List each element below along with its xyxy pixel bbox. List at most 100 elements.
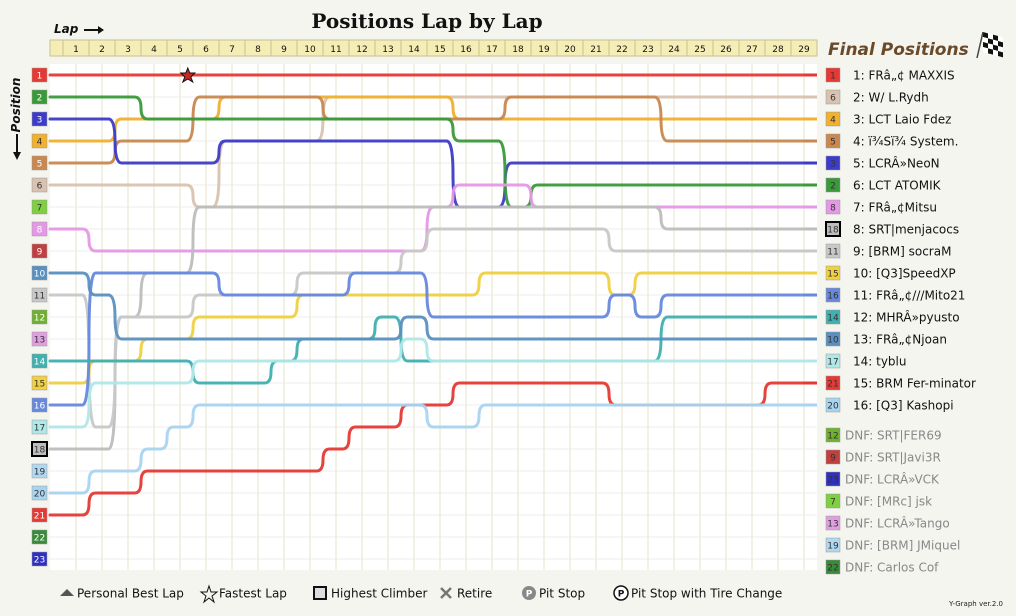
personal-best-icon — [60, 589, 74, 596]
final-position-label: 5: LCRÂ»NeoN — [853, 156, 940, 171]
start-position-label: 16 — [34, 402, 46, 412]
final-position-box — [825, 67, 841, 83]
start-position-label: 12 — [34, 314, 45, 324]
flag-square — [993, 34, 998, 42]
final-position-box — [825, 353, 841, 369]
final-position-number: 14 — [827, 314, 839, 324]
flag-square — [983, 32, 988, 39]
final-positions-title: Final Positions — [828, 40, 969, 60]
lap-tick-label: 2 — [99, 45, 105, 55]
flag-pole — [976, 31, 984, 59]
lap-tick-label: 12 — [356, 45, 367, 55]
legend-entry: Highest Climber — [331, 587, 427, 601]
lap-tick-label: 16 — [460, 45, 472, 55]
lap-tick-label: 25 — [694, 45, 705, 55]
final-position-number: 20 — [827, 402, 839, 412]
chart-title: Positions Lap by Lap — [311, 9, 542, 33]
legend-entry: Personal Best Lap — [77, 587, 184, 601]
dnf-number: 22 — [827, 564, 838, 574]
final-position-number: 6 — [830, 94, 836, 104]
flag-square — [998, 51, 1003, 58]
lap-header — [49, 39, 818, 57]
lap-tick-label: 13 — [382, 45, 393, 55]
start-position-label: 13 — [34, 336, 45, 346]
lap-tick-label: 14 — [408, 45, 420, 55]
dnf-number: 13 — [827, 520, 838, 530]
pit-stop-icon-letter: P — [526, 590, 533, 600]
start-position-label: 5 — [37, 160, 43, 170]
final-position-box — [825, 221, 841, 237]
lap-tick-label: 4 — [151, 45, 157, 55]
final-position-label: 6: LCT ATOMIK — [853, 179, 942, 193]
flag-square — [988, 48, 993, 55]
final-position-box — [825, 309, 841, 325]
start-position-box — [31, 265, 48, 281]
start-position-box — [31, 221, 48, 237]
start-position-label: 2 — [37, 94, 43, 104]
start-position-label: 3 — [37, 116, 43, 126]
start-position-label: 1 — [37, 72, 43, 82]
final-position-box — [825, 243, 841, 259]
lap-tick-label: 7 — [229, 45, 235, 55]
final-position-number: 4 — [830, 116, 836, 126]
lap-tick-label: 21 — [590, 45, 601, 55]
lap-tick-label: 20 — [564, 45, 576, 55]
dnf-box — [825, 449, 841, 465]
lap-tick-label: 10 — [304, 45, 316, 55]
series-line — [48, 227, 806, 429]
dnf-box — [825, 515, 841, 531]
start-position-box — [31, 507, 48, 523]
final-position-box — [825, 89, 841, 105]
lap-arrowhead-icon — [98, 26, 104, 34]
start-position-box — [31, 89, 48, 105]
final-position-number: 3 — [830, 160, 836, 170]
start-position-label: 19 — [34, 468, 46, 478]
start-position-label: 22 — [34, 534, 45, 544]
flag-square — [998, 36, 1003, 43]
checkered-flag-icon — [976, 31, 1003, 59]
start-position-label: 10 — [34, 270, 46, 280]
start-position-label: 11 — [34, 292, 45, 302]
dnf-number: 7 — [830, 498, 836, 508]
start-position-box — [31, 331, 48, 347]
final-position-box — [825, 375, 841, 391]
start-position-box — [31, 419, 48, 435]
legend-entry: Fastest Lap — [219, 587, 287, 601]
flag-square — [988, 43, 993, 50]
final-position-box — [825, 155, 841, 171]
final-position-box — [825, 265, 841, 281]
final-position-label: 7: FRâ„¢Mitsu — [853, 201, 937, 215]
start-position-label: 23 — [34, 556, 45, 566]
start-position-label: 17 — [34, 424, 45, 434]
dnf-number: 23 — [827, 476, 838, 486]
lap-tick-label: 1 — [73, 45, 79, 55]
series-line — [48, 337, 806, 429]
pit-tire-icon-letter: P — [618, 590, 625, 600]
final-position-label: 2: W/ L.Rydh — [853, 91, 929, 105]
start-position-box — [31, 287, 48, 303]
lap-tick-label: 3 — [125, 45, 131, 55]
start-position-box — [31, 353, 48, 369]
final-position-number: 2 — [830, 182, 836, 192]
dnf-label: DNF: LCRÂ»Tango — [845, 516, 950, 531]
dnf-number: 19 — [827, 542, 839, 552]
position-arrowhead-icon — [13, 152, 21, 160]
flag-square — [983, 37, 988, 44]
dnf-box — [825, 427, 841, 443]
lap-tick-label: 22 — [616, 45, 627, 55]
final-position-label: 9: [BRM] socraM — [853, 245, 951, 259]
pit-stop-icon — [522, 586, 536, 600]
version-label: Y-Graph ver.2.0 — [948, 600, 1003, 608]
start-position-box — [31, 441, 48, 457]
dnf-number: 12 — [827, 432, 838, 442]
dnf-label: DNF: LCRÂ»VCK — [845, 472, 940, 487]
x-axis-label: Lap — [54, 22, 79, 36]
flag-square — [988, 38, 993, 45]
final-position-number: 17 — [827, 358, 838, 368]
final-position-label: 16: [Q3] Kashopi — [853, 399, 954, 413]
final-position-label: 4: ï¾Sï¾ System. — [853, 135, 958, 149]
lap-tick-label: 9 — [281, 45, 287, 55]
start-position-label: 14 — [34, 358, 46, 368]
final-position-number: 16 — [827, 292, 839, 302]
flag-square — [983, 46, 988, 54]
